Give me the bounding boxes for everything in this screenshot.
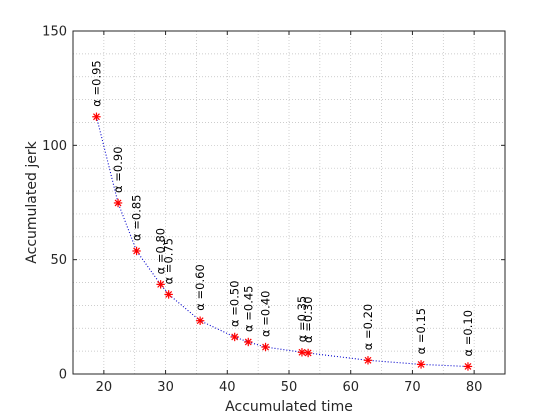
data-point-marker	[156, 280, 165, 289]
data-point-label: α =0.45	[241, 286, 255, 332]
data-point-label: α =0.40	[259, 291, 273, 337]
x-tick-label: 70	[404, 380, 421, 395]
data-point-label: α =0.15	[414, 308, 428, 354]
x-tick-label: 40	[219, 380, 236, 395]
data-point-marker	[113, 198, 123, 208]
series-line	[95, 116, 469, 368]
x-tick-label: 50	[281, 380, 298, 395]
data-point-marker	[261, 342, 270, 352]
data-point-marker	[363, 356, 373, 365]
data-point-marker	[164, 290, 173, 299]
y-tick-label: 50	[50, 253, 67, 268]
x-tick-label: 30	[157, 380, 174, 395]
data-labels: α =0.95 α =0.90 α =0.85 α =0.80α =0.75 α =0.…	[89, 60, 475, 356]
x-tick-label: 80	[466, 380, 483, 395]
x-axis-title: Accumulated time	[225, 399, 353, 415]
data-point-marker	[230, 332, 239, 342]
data-point-label: α =0.20	[361, 304, 375, 350]
data-point-label: α =0.10	[461, 310, 475, 356]
x-tick-label: 60	[342, 380, 359, 395]
data-point-marker	[463, 362, 473, 371]
data-point-label: α =0.90	[111, 146, 125, 192]
data-point-label: α =0.85	[130, 194, 144, 240]
data-markers	[92, 112, 473, 371]
grid	[72, 30, 506, 375]
data-point-marker	[303, 348, 313, 358]
data-point-label: α =0.95	[89, 60, 103, 106]
data-point-label: α =0.80	[154, 228, 168, 274]
data-point-marker	[244, 337, 253, 347]
axis-ticks: 20 30 40 50 60 70 80 0 50 100 150	[42, 25, 505, 395]
data-point-marker	[297, 348, 307, 357]
y-tick-label: 100	[42, 139, 67, 154]
y-axis-title: Accumulated jerk	[24, 140, 40, 263]
data-point-marker	[195, 316, 205, 325]
data-point-label: α =0.50	[228, 280, 242, 326]
data-point-label: α =0.60	[193, 264, 207, 310]
x-tick-label: 20	[96, 380, 113, 395]
data-point-label: α =0.30	[301, 296, 315, 342]
y-tick-label: 0	[59, 368, 67, 383]
data-point-marker	[416, 360, 426, 369]
data-point-label: α =0.35	[295, 296, 309, 342]
series-line-path	[95, 116, 469, 368]
data-point-marker	[132, 246, 141, 256]
data-point-marker	[92, 112, 101, 121]
data-point-label: α =0.75	[162, 238, 176, 284]
y-tick-label: 150	[42, 25, 67, 40]
